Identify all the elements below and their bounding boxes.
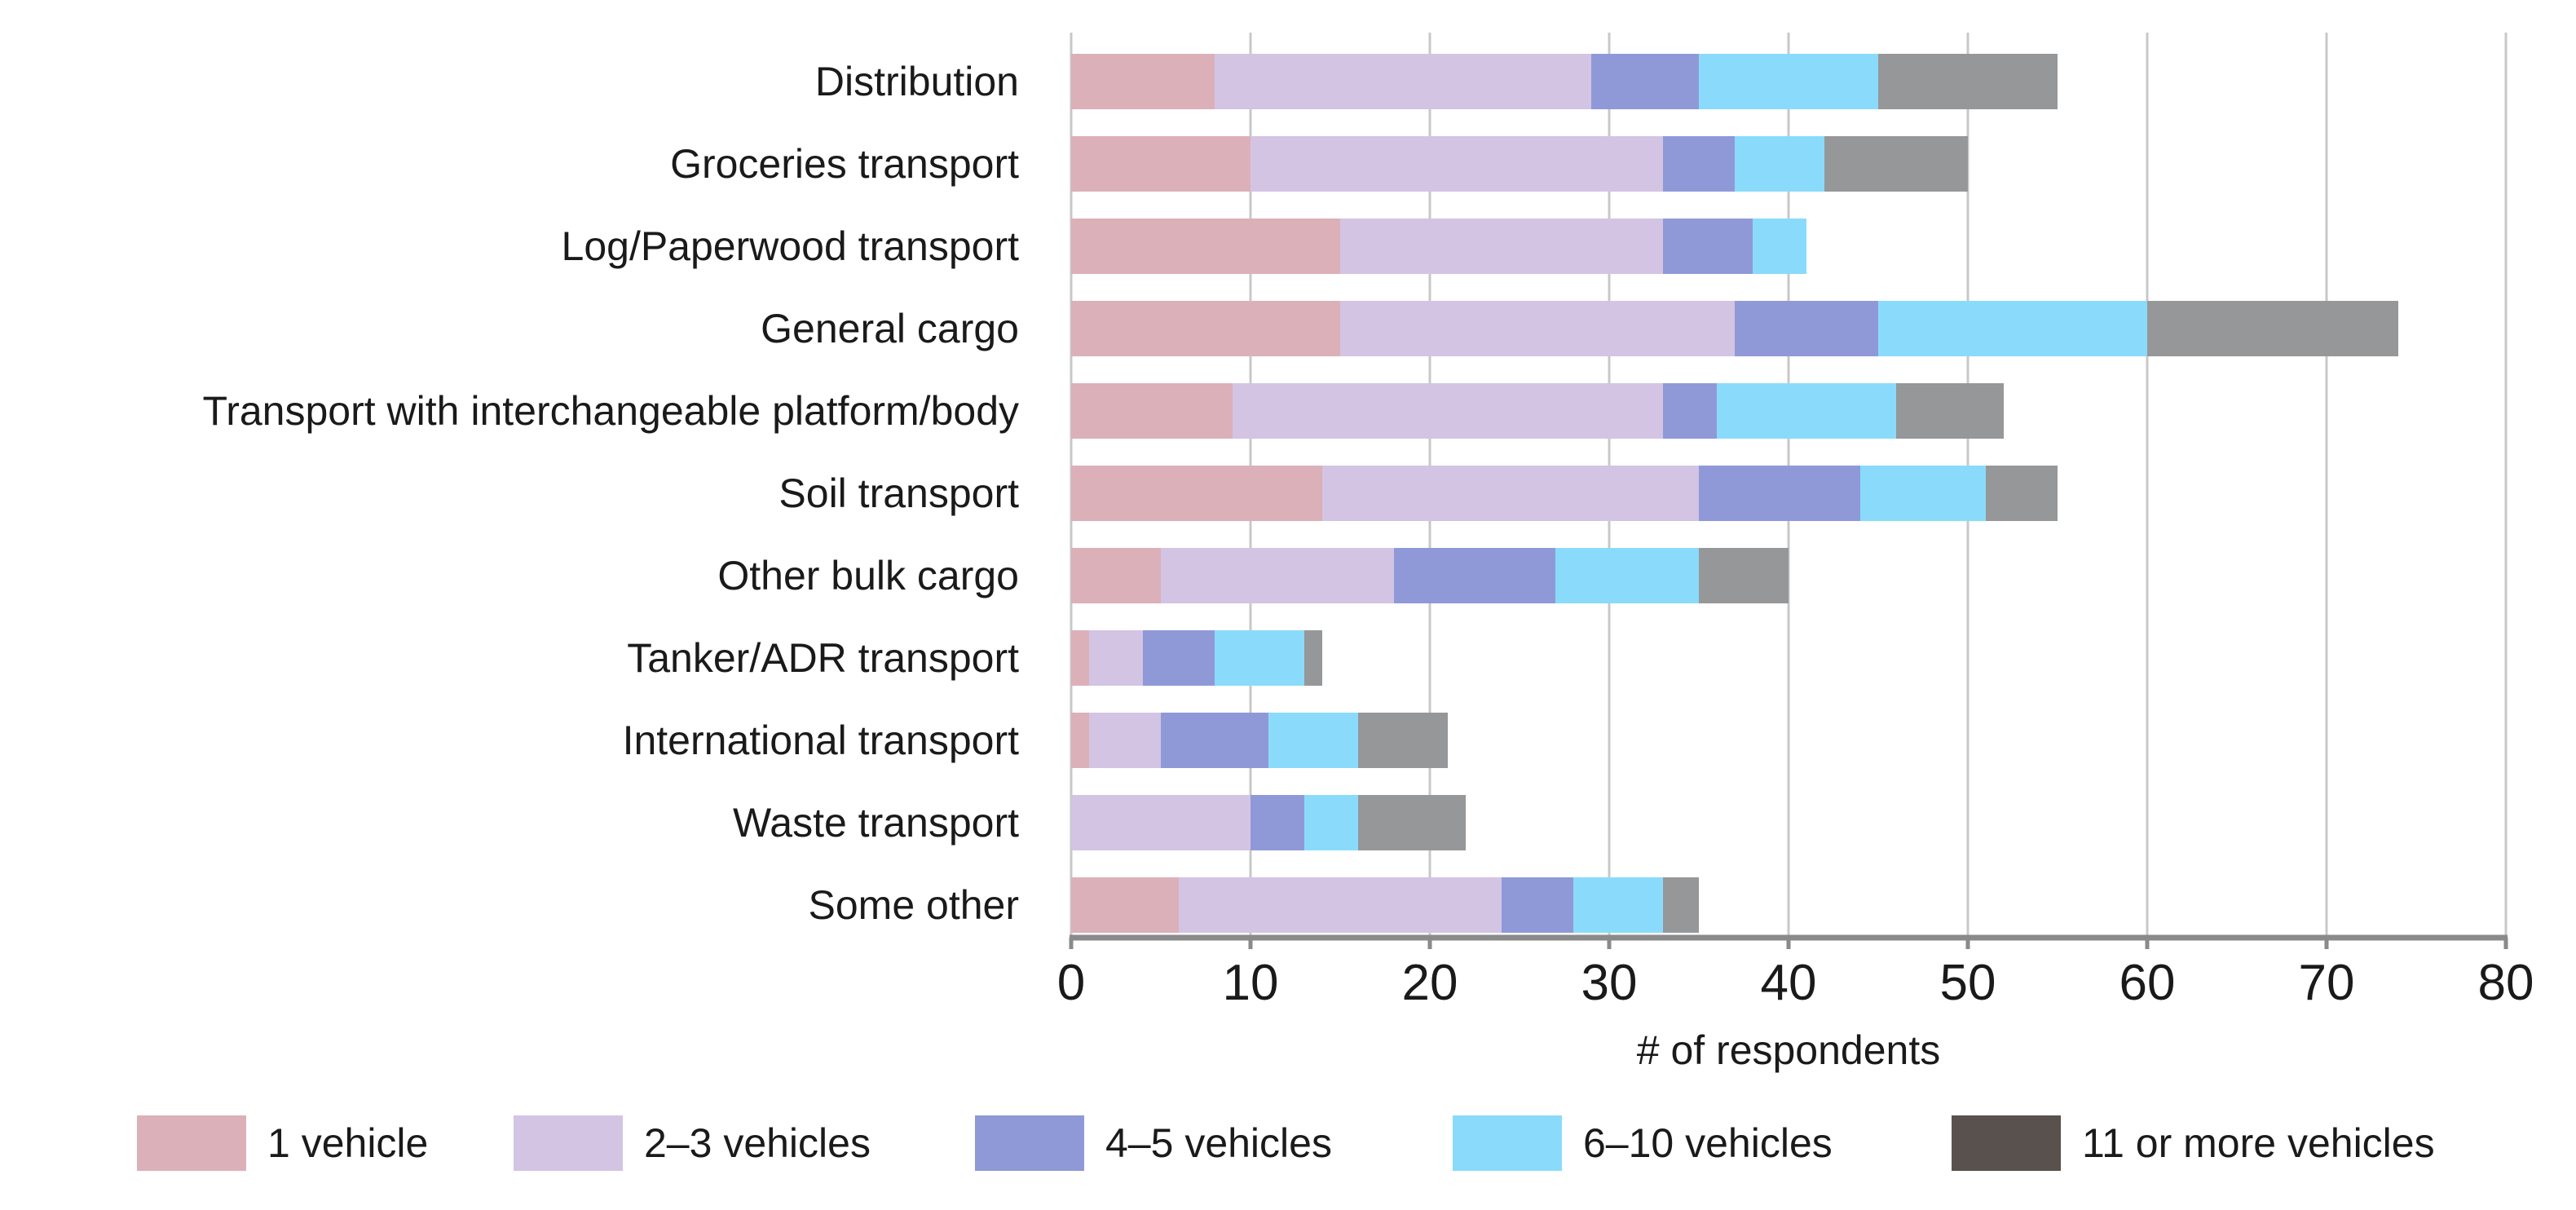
bar-segment xyxy=(1358,795,1466,850)
bar-segment xyxy=(1735,136,1824,192)
legend-label: 2–3 vehicles xyxy=(644,1120,871,1166)
bars xyxy=(1071,54,2398,933)
bar-segment xyxy=(1699,54,1878,109)
bar-segment xyxy=(1663,877,1699,933)
bar-segment xyxy=(1555,548,1699,603)
x-tick-label: 40 xyxy=(1761,955,1817,1011)
category-label: Transport with interchangeable platform/… xyxy=(203,388,1019,434)
bar-segment xyxy=(1071,219,1340,274)
bar-segment xyxy=(1824,136,1968,192)
bar-segment xyxy=(1089,713,1161,768)
category-label: Some other xyxy=(809,882,1019,928)
bar-segment xyxy=(1322,466,1699,521)
bar-segment xyxy=(1071,713,1089,768)
bar-segment xyxy=(1340,301,1735,356)
category-label: Soil transport xyxy=(779,470,1019,516)
legend-swatch xyxy=(975,1115,1084,1171)
x-axis-title: # of respondents xyxy=(1637,1027,1941,1073)
bar-segment xyxy=(1304,795,1358,850)
legend-label: 1 vehicle xyxy=(267,1120,428,1166)
x-tick-label: 10 xyxy=(1223,955,1279,1011)
bar-segment xyxy=(1502,877,1573,933)
bar-segment xyxy=(1233,383,1663,439)
bar-segment xyxy=(1304,630,1322,686)
bar-segment xyxy=(1699,466,1860,521)
bar-segment xyxy=(1986,466,2058,521)
bar-segment xyxy=(1573,877,1663,933)
bar-segment xyxy=(1251,795,1304,850)
legend: 1 vehicle 2–3 vehicles 4–5 vehicles 6–10 ve… xyxy=(137,1115,2435,1171)
bar-segment xyxy=(1896,383,2004,439)
bar-segment xyxy=(1753,219,1806,274)
bar-segment xyxy=(1143,630,1215,686)
bar-segment xyxy=(1071,54,1215,109)
bar-segment xyxy=(1215,54,1591,109)
bar-segment xyxy=(1071,136,1251,192)
bar-segment xyxy=(1071,548,1161,603)
x-tick-label: 20 xyxy=(1402,955,1458,1011)
bar-segment xyxy=(1699,548,1789,603)
bar-segment xyxy=(1161,548,1394,603)
legend-swatch xyxy=(137,1115,246,1171)
category-labels: Distribution Groceries transport Log/Paper… xyxy=(203,59,1020,928)
x-tick-label: 80 xyxy=(2478,955,2534,1011)
bar-segment xyxy=(1071,630,1089,686)
bar-segment xyxy=(1071,466,1322,521)
bar-segment xyxy=(1663,136,1735,192)
category-label: Groceries transport xyxy=(670,141,1019,187)
bar-segment xyxy=(1161,713,1268,768)
bar-segment xyxy=(1878,54,2058,109)
bar-segment xyxy=(1179,877,1502,933)
category-label: Other bulk cargo xyxy=(717,553,1019,598)
legend-label: 4–5 vehicles xyxy=(1105,1120,1332,1166)
bar-segment xyxy=(1591,54,1699,109)
bar-segment xyxy=(1268,713,1358,768)
bar-segment xyxy=(1860,466,1986,521)
x-tick-label: 30 xyxy=(1581,955,1638,1011)
bar-segment xyxy=(1394,548,1555,603)
bar-segment xyxy=(1717,383,1896,439)
bar-segment xyxy=(2147,301,2398,356)
legend-swatch xyxy=(1952,1115,2061,1171)
bar-segment xyxy=(1251,136,1663,192)
bar-segment xyxy=(1071,301,1340,356)
category-label: Log/Paperwood transport xyxy=(562,223,1020,269)
legend-label: 6–10 vehicles xyxy=(1583,1120,1833,1166)
bar-segment xyxy=(1071,795,1251,850)
bar-segment xyxy=(1735,301,1878,356)
bar-segment xyxy=(1340,219,1663,274)
legend-swatch xyxy=(1453,1115,1562,1171)
bar-segment xyxy=(1071,383,1233,439)
category-label: Tanker/ADR transport xyxy=(627,635,1019,681)
x-tick-label: 70 xyxy=(2299,955,2355,1011)
x-tick-label: 60 xyxy=(2119,955,2176,1011)
legend-label: 11 or more vehicles xyxy=(2082,1120,2435,1166)
x-tick-label: 0 xyxy=(1057,955,1085,1011)
category-label: Distribution xyxy=(815,59,1019,104)
category-label: General cargo xyxy=(761,306,1019,351)
bar-segment xyxy=(1071,877,1179,933)
bar-segment xyxy=(1215,630,1304,686)
bar-segment xyxy=(1878,301,2147,356)
bar-segment xyxy=(1663,383,1717,439)
bar-segment xyxy=(1358,713,1448,768)
category-label: Waste transport xyxy=(733,800,1019,846)
legend-swatch xyxy=(514,1115,623,1171)
x-axis-ticks: 0 10 20 30 40 50 60 70 80 xyxy=(1057,938,2534,1011)
bar-segment xyxy=(1663,219,1753,274)
x-tick-label: 50 xyxy=(1940,955,1996,1011)
category-label: International transport xyxy=(623,718,1020,763)
bar-segment xyxy=(1089,630,1143,686)
